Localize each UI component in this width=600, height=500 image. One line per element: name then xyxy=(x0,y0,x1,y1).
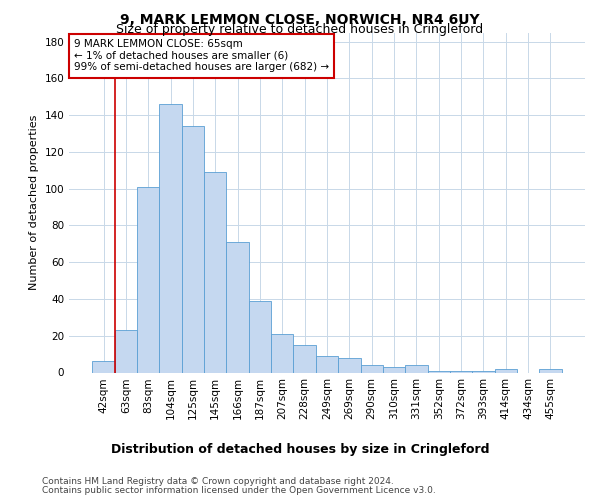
Y-axis label: Number of detached properties: Number of detached properties xyxy=(29,115,39,290)
Bar xyxy=(450,370,472,372)
Bar xyxy=(539,369,562,372)
Text: Contains public sector information licensed under the Open Government Licence v3: Contains public sector information licen… xyxy=(42,486,436,495)
Bar xyxy=(182,126,204,372)
Bar xyxy=(92,362,115,372)
Bar xyxy=(361,365,383,372)
Bar xyxy=(494,369,517,372)
Bar xyxy=(472,370,494,372)
Bar xyxy=(137,187,160,372)
Bar xyxy=(338,358,361,372)
Bar xyxy=(249,301,271,372)
Text: 9 MARK LEMMON CLOSE: 65sqm
← 1% of detached houses are smaller (6)
99% of semi-d: 9 MARK LEMMON CLOSE: 65sqm ← 1% of detac… xyxy=(74,40,329,72)
Bar xyxy=(204,172,226,372)
Bar xyxy=(405,365,428,372)
Text: Distribution of detached houses by size in Cringleford: Distribution of detached houses by size … xyxy=(111,442,489,456)
Text: Contains HM Land Registry data © Crown copyright and database right 2024.: Contains HM Land Registry data © Crown c… xyxy=(42,478,394,486)
Bar xyxy=(226,242,249,372)
Text: 9, MARK LEMMON CLOSE, NORWICH, NR4 6UY: 9, MARK LEMMON CLOSE, NORWICH, NR4 6UY xyxy=(120,12,480,26)
Bar xyxy=(383,367,405,372)
Text: Size of property relative to detached houses in Cringleford: Size of property relative to detached ho… xyxy=(116,22,484,36)
Bar xyxy=(293,345,316,372)
Bar xyxy=(316,356,338,372)
Bar xyxy=(271,334,293,372)
Bar xyxy=(428,370,450,372)
Bar xyxy=(115,330,137,372)
Bar xyxy=(160,104,182,372)
